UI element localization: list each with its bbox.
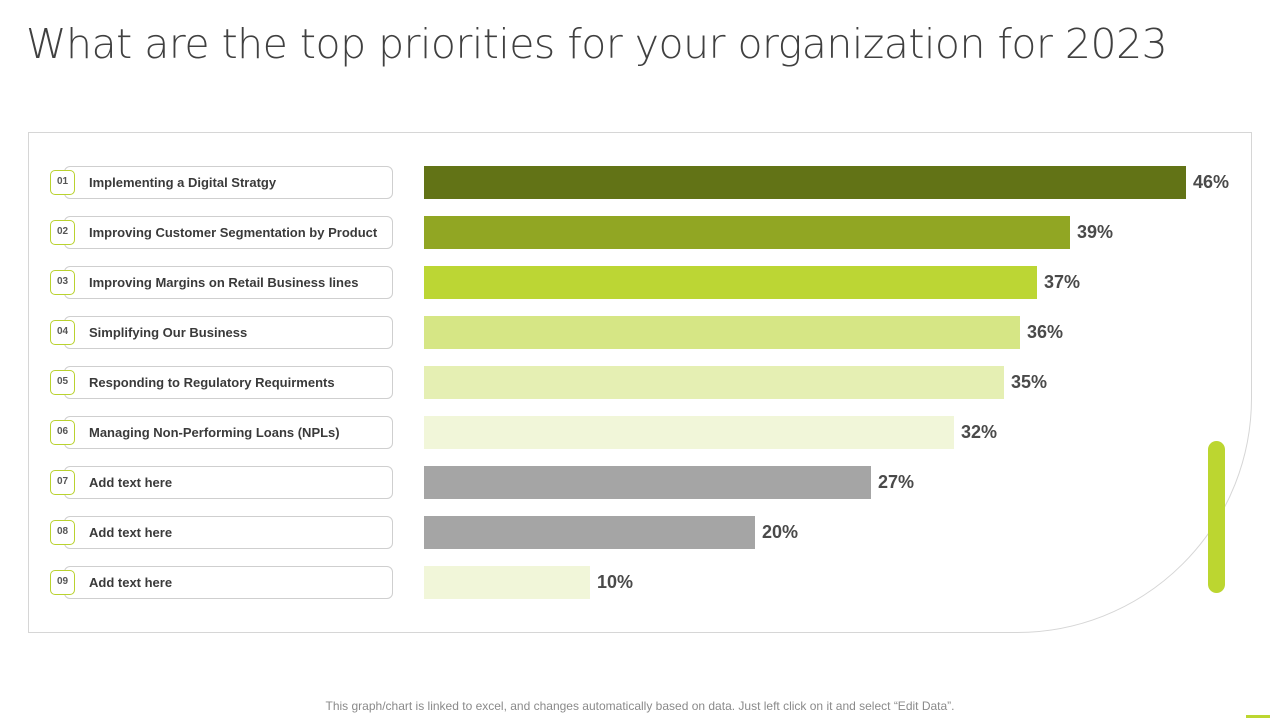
- row-number-badge: 04: [50, 320, 75, 345]
- data-label: 46%: [1193, 172, 1230, 192]
- category-label-box: Responding to Regulatory Requirments: [64, 366, 393, 399]
- page-title: What are the top priorities for your org…: [26, 20, 1168, 68]
- bar: [424, 566, 590, 599]
- data-label: 27%: [878, 472, 915, 492]
- row-number-badge: 08: [50, 520, 75, 545]
- data-label: 32%: [961, 422, 998, 442]
- category-label: Responding to Regulatory Requirments: [89, 375, 335, 390]
- data-label: 10%: [597, 572, 634, 592]
- bar: [424, 216, 1070, 249]
- category-label-box: Add text here: [64, 566, 393, 599]
- row-number-badge: 01: [50, 170, 75, 195]
- data-label: 39%: [1077, 222, 1114, 242]
- bar: [424, 416, 954, 449]
- category-label: Add text here: [89, 575, 173, 590]
- category-label: Simplifying Our Business: [89, 325, 248, 340]
- category-label-box: Improving Margins on Retail Business lin…: [64, 266, 393, 299]
- category-label-box: Simplifying Our Business: [64, 316, 393, 349]
- category-label-box: Managing Non-Performing Loans (NPLs): [64, 416, 393, 449]
- bar: [424, 366, 1004, 399]
- data-label: 36%: [1027, 322, 1064, 342]
- data-label: 35%: [1011, 372, 1048, 392]
- category-label: Managing Non-Performing Loans (NPLs): [89, 425, 340, 440]
- bar: [424, 166, 1186, 199]
- data-label: 20%: [762, 522, 799, 542]
- bar: [424, 466, 871, 499]
- row-number-badge: 05: [50, 370, 75, 395]
- decorative-corner-mark: [1246, 715, 1270, 718]
- row-number-badge: 06: [50, 420, 75, 445]
- category-label: Add text here: [89, 475, 173, 490]
- category-label-box: Improving Customer Segmentation by Produ…: [64, 216, 393, 249]
- category-label-box: Implementing a Digital Stratgy: [64, 166, 393, 199]
- category-label-box: Add text here: [64, 466, 393, 499]
- bar: [424, 316, 1020, 349]
- row-number-badge: 09: [50, 570, 75, 595]
- row-number-badge: 07: [50, 470, 75, 495]
- data-label: 37%: [1044, 272, 1081, 292]
- row-number-badge: 03: [50, 270, 75, 295]
- category-label: Add text here: [89, 525, 173, 540]
- category-label: Implementing a Digital Stratgy: [89, 175, 277, 190]
- footer-note: This graph/chart is linked to excel, and…: [325, 699, 955, 713]
- bar: [424, 516, 755, 549]
- category-label-box: Add text here: [64, 516, 393, 549]
- bar: [424, 266, 1037, 299]
- category-label: Improving Margins on Retail Business lin…: [89, 275, 359, 290]
- decorative-accent-bar: [1208, 441, 1225, 593]
- row-number-badge: 02: [50, 220, 75, 245]
- category-label: Improving Customer Segmentation by Produ…: [89, 225, 378, 240]
